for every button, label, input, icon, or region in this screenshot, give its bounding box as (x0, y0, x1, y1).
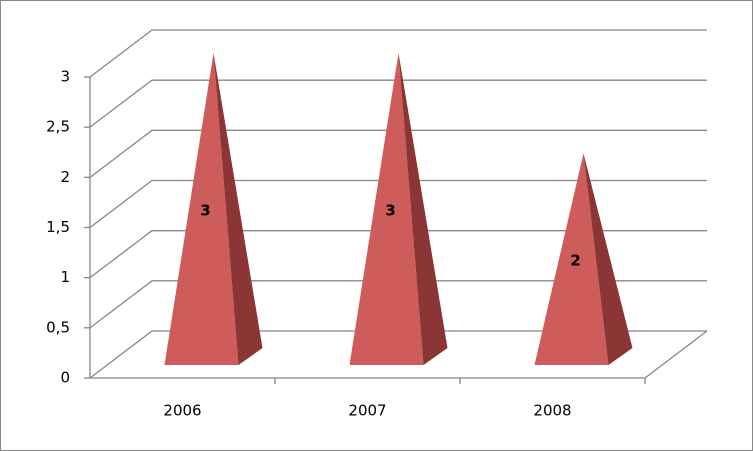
pyramid-front (349, 53, 424, 365)
y-tick-label: 1,5 (46, 218, 70, 236)
x-tick-label: 2006 (163, 402, 201, 420)
y-tick-label: 2 (60, 168, 70, 186)
grid-line (89, 280, 707, 329)
pyramid-front (534, 153, 609, 365)
value-label: 3 (200, 202, 210, 220)
grid-line (89, 79, 707, 128)
pyramid-side (213, 53, 263, 365)
pyramid-front (164, 53, 239, 365)
grid-line (89, 129, 707, 178)
y-tick-label: 2,5 (46, 118, 70, 136)
x-tick-label: 2007 (348, 402, 386, 420)
y-tick-label: 0,5 (46, 318, 70, 336)
grid-line (89, 330, 707, 379)
value-label: 2 (570, 252, 580, 270)
grid-line (89, 179, 707, 229)
x-tick-label: 2008 (533, 402, 571, 420)
pyramid-side (583, 153, 633, 365)
y-tick-label: 1 (60, 268, 70, 286)
grid-line (89, 230, 707, 279)
y-tick-label: 0 (60, 369, 70, 387)
value-label: 3 (385, 202, 395, 220)
pyramid-side (398, 53, 448, 365)
y-tick-label: 3 (60, 68, 70, 86)
grid-line (89, 29, 707, 78)
